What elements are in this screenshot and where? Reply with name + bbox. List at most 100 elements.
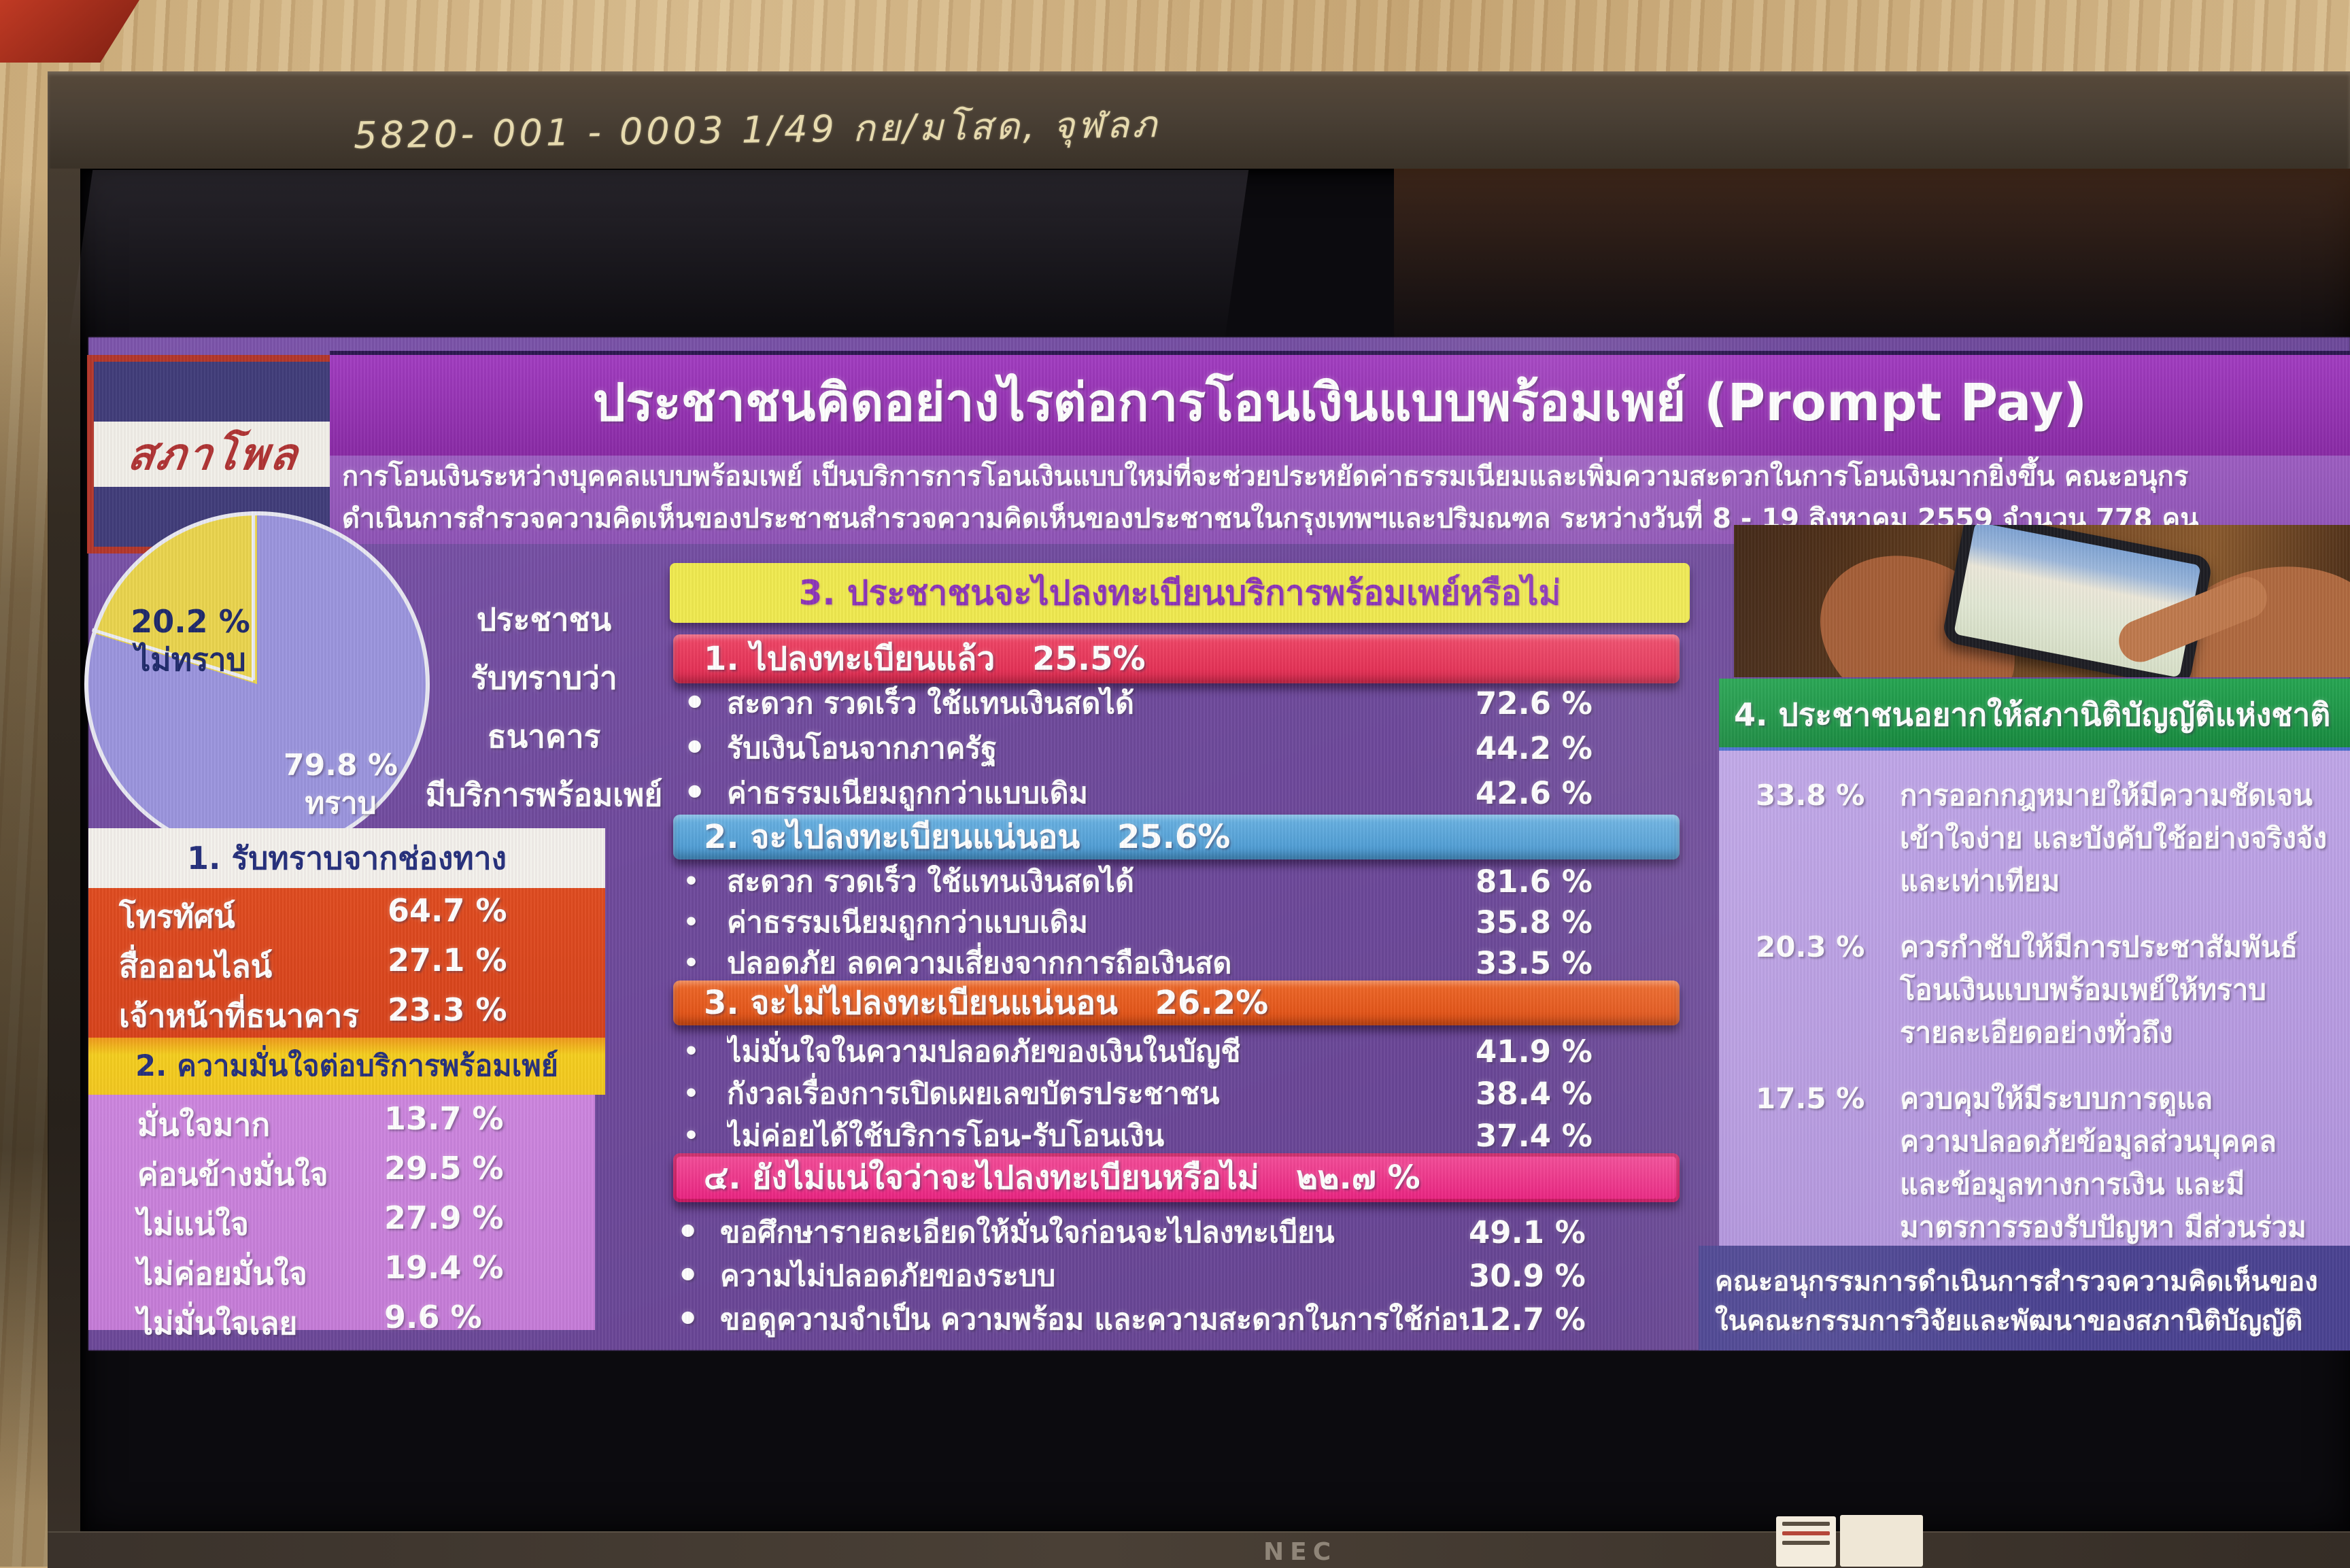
item-text: ควรกำชับให้มีการประชาสัมพันธ์ โอนเงินแบบ… [1900,925,2298,1054]
bullet-row: • ขอศึกษารายละเอียดให้มั่นใจก่อนจะไปลงทะ… [677,1212,1673,1252]
awareness-caption: ประชาชน รับทราบว่า ธนาคาร มีบริการพร้อมเ… [408,590,680,824]
table-row: สื่อออนไลน์ 27.1 % [119,942,585,991]
bullet-row: • ปลอดภัย ลดความเสี่ยงจากการถือเงินสด 33… [683,942,1680,983]
tv-bottom-bezel [48,1531,2350,1568]
screen-reflection-warm [1394,169,2350,359]
bullet-value: 41.9 % [1476,1033,1593,1070]
bullet-text: ไม่มั่นใจในความปลอดภัยของเงินในบัญชี [727,1035,1241,1069]
sticker-text-line [1782,1541,1830,1545]
logo-text: สภาโพล [124,429,303,480]
bullet-text: ความไม่ปลอดภัยของระบบ [720,1259,1056,1293]
bullet-value: 30.9 % [1469,1257,1586,1294]
footer-line-1: คณะอนุกรรมการดำเนินการสำรวจความคิดเห็นขอ… [1715,1266,2318,1297]
registration-banner-3: 3. จะไม่ไปลงทะเบียนแน่นอน 26.2% [673,981,1680,1025]
row-label: ไม่แน่ใจ [137,1206,249,1242]
row-label: เจ้าหน้าที่ธนาคาร [119,998,360,1034]
bullet-text: รับเงินโอนจากภาครัฐ [727,732,998,766]
bullet-value: 42.6 % [1476,774,1593,811]
banner-value: ๒๒.๗ % [1296,1159,1420,1197]
bullet-row: • รับเงินโอนจากภาครัฐ 44.2 % [683,728,1680,768]
bullet-text: สะดวก รวดเร็ว ใช้แทนเงินสดได้ [727,687,1134,721]
list-item: 20.3 % ควรกำชับให้มีการประชาสัมพันธ์ โอน… [1719,925,2350,1054]
pie-notknow-pct: 20.2 % [131,603,250,640]
promptpay-phone-photo [1734,525,2350,677]
row-value: 23.3 % [388,991,507,1028]
item-line: และข้อมูลทางการเงิน และมี [1900,1168,2245,1201]
wall-shadow [0,177,49,1567]
bullet-value: 33.5 % [1476,944,1593,981]
tv-top-bezel [48,71,2350,169]
bullet-value: 44.2 % [1476,730,1593,766]
bullet-icon: • [683,949,700,977]
sticker-text-line [1782,1531,1830,1535]
slide-title: ประชาชนคิดอย่างไรต่อการโอนเงินแบบพร้อมเพ… [330,351,2350,461]
section1-header: 1. รับทราบจากช่องทาง [88,828,605,888]
bullet-value: 49.1 % [1469,1214,1586,1250]
item-value: 20.3 % [1756,930,1865,964]
bullet-icon: • [683,728,706,768]
row-value: 64.7 % [388,892,507,929]
bullet-row: • กังวลเรื่องการเปิดเผยเลขบัตรประชาชน 38… [683,1073,1680,1114]
section4-list: 33.8 % การออกกฎหมายให้มีความชัดเจน เข้าใ… [1719,751,2350,1246]
bullet-icon: • [683,908,700,936]
pie-know-label: ทราบ [305,786,377,821]
table-row: ไม่มั่นใจเลย 9.6 % [137,1299,581,1348]
item-line: มาตรการรองรับปัญหา มีส่วนร่วม [1900,1210,2306,1244]
bullet-text: ค่าธรรมเนียมถูกกว่าแบบเดิม [727,906,1088,940]
section1-table: โทรทัศน์ 64.7 % สื่อออนไลน์ 27.1 % เจ้าห… [88,888,605,1038]
item-line: ความปลอดภัยข้อมูลส่วนบุคคล [1900,1125,2277,1158]
row-label: มั่นใจมาก [137,1106,271,1143]
bullet-icon: • [683,867,700,896]
item-line: การออกกฎหมายให้มีความชัดเจน [1900,779,2313,812]
slide-subtitle: การโอนเงินระหว่างบุคคลแบบพร้อมเพย์ เป็นบ… [330,456,2350,544]
registration-banner-4: ๔. ยังไม่แน่ใจว่าจะไปลงทะเบียนหรือไม่ ๒๒… [673,1153,1680,1202]
bullet-icon: • [683,772,706,813]
bullet-icon: • [683,1037,700,1066]
caption-line: ประชาชน [476,601,612,638]
bullet-text: สะดวก รวดเร็ว ใช้แทนเงินสดได้ [727,865,1134,899]
subtitle-line-1: การโอนเงินระหว่างบุคคลแบบพร้อมเพย์ เป็นบ… [342,461,2189,492]
list-item: 17.5 % ควบคุมให้มีระบบการดูแล ความปลอดภั… [1719,1077,2350,1246]
logo-white-band: สภาโพล [94,422,333,487]
row-value: 9.6 % [384,1299,482,1335]
caption-line: มีบริการพร้อมเพย์ [425,777,663,813]
banner-value: 25.5% [1032,640,1146,678]
bullet-row: • ความไม่ปลอดภัยของระบบ 30.9 % [677,1255,1673,1296]
row-value: 13.7 % [384,1100,504,1137]
label-sticker [1840,1515,1923,1567]
banner-label: 2. จะไปลงทะเบียนแน่นอน [704,818,1080,856]
banner-value: 25.6% [1117,818,1231,856]
table-row: มั่นใจมาก 13.7 % [137,1100,581,1150]
section2-header: 2. ความมั่นใจต่อบริการพร้อมเพย์ [88,1038,605,1095]
screen-reflection [67,170,1249,347]
bullet-text: ขอศึกษารายละเอียดให้มั่นใจก่อนจะไปลงทะเบ… [720,1216,1335,1250]
item-value: 33.8 % [1756,779,1865,812]
item-line: เข้าใจง่าย และบังคับใช้อย่างจริงจัง [1900,821,2328,855]
red-corner-object [0,0,139,63]
section3-header: 3. ประชาชนจะไปลงทะเบียนบริการพร้อมเพย์หร… [670,563,1690,623]
item-line: รายละเอียดอย่างทั่วถึง [1900,1016,2173,1049]
bullet-icon: • [677,1255,700,1296]
item-text: การออกกฎหมายให้มีความชัดเจน เข้าใจง่าย แ… [1900,774,2327,902]
section4-header: 4. ประชาชนอยากให้สภานิติบัญญัติแห่งชาติ [1719,679,2350,751]
bullet-icon: • [683,683,706,723]
table-row: ไม่แน่ใจ 27.9 % [137,1199,581,1249]
sticker-text-line [1782,1522,1830,1526]
row-label: โทรทัศน์ [119,898,235,935]
bullet-row: • สะดวก รวดเร็ว ใช้แทนเงินสดได้ 81.6 % [683,861,1680,902]
bullet-value: 37.4 % [1476,1117,1593,1154]
slide-footer: คณะอนุกรรมการดำเนินการสำรวจความคิดเห็นขอ… [1699,1246,2350,1350]
bullet-row: • ขอดูความจำเป็น ความพร้อม และความสะดวกใ… [677,1299,1673,1340]
banner-value: 26.2% [1155,984,1269,1022]
row-label: สื่อออนไลน์ [119,948,273,985]
item-line: และเท่าเทียม [1900,864,2060,898]
pie-notknow-label: ไม่ทราบ [135,641,246,678]
registration-banner-2: 2. จะไปลงทะเบียนแน่นอน 25.6% [673,815,1680,859]
bullet-text: ค่าธรรมเนียมถูกกว่าแบบเดิม [727,777,1088,811]
bullet-row: • ค่าธรรมเนียมถูกกว่าแบบเดิม 35.8 % [683,902,1680,942]
awareness-pie-chart [84,511,430,857]
bullet-icon: • [677,1212,700,1252]
item-line: ควบคุมให้มีระบบการดูแล [1900,1082,2213,1115]
registration-banner-1: 1. ไปลงทะเบียนแล้ว 25.5% [673,634,1680,683]
